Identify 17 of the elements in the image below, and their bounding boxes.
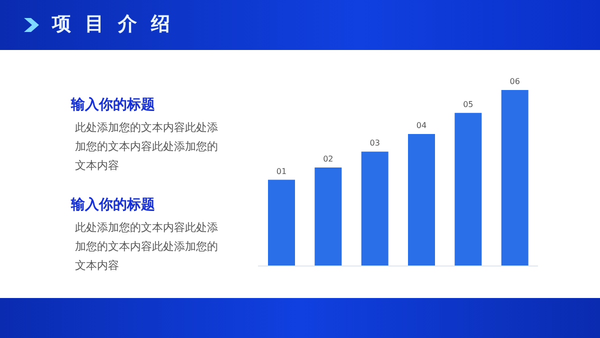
text: 此处添加您的文本内容此处添加您的文本内容此处添加您的文本内容 (75, 120, 219, 174)
bar (314, 167, 342, 266)
bar (361, 152, 388, 266)
annotation: 03 (370, 138, 380, 148)
chart-title: 项目介绍 (52, 12, 184, 37)
bar (268, 180, 295, 266)
text: 输入你的标题 (71, 96, 156, 115)
text: 06 (510, 77, 520, 86)
bar (501, 90, 528, 266)
text: 此处添加您的文本内容此处添加您的文本内容此处添加您的文本内容 (75, 220, 219, 274)
annotation: 04 (416, 121, 427, 130)
annotation: 02 (323, 154, 334, 164)
text: 输入你的标题 (71, 196, 156, 215)
annotation: 01 (276, 166, 287, 176)
bar (408, 134, 435, 266)
bar (454, 112, 482, 266)
annotation: 05 (463, 100, 474, 109)
